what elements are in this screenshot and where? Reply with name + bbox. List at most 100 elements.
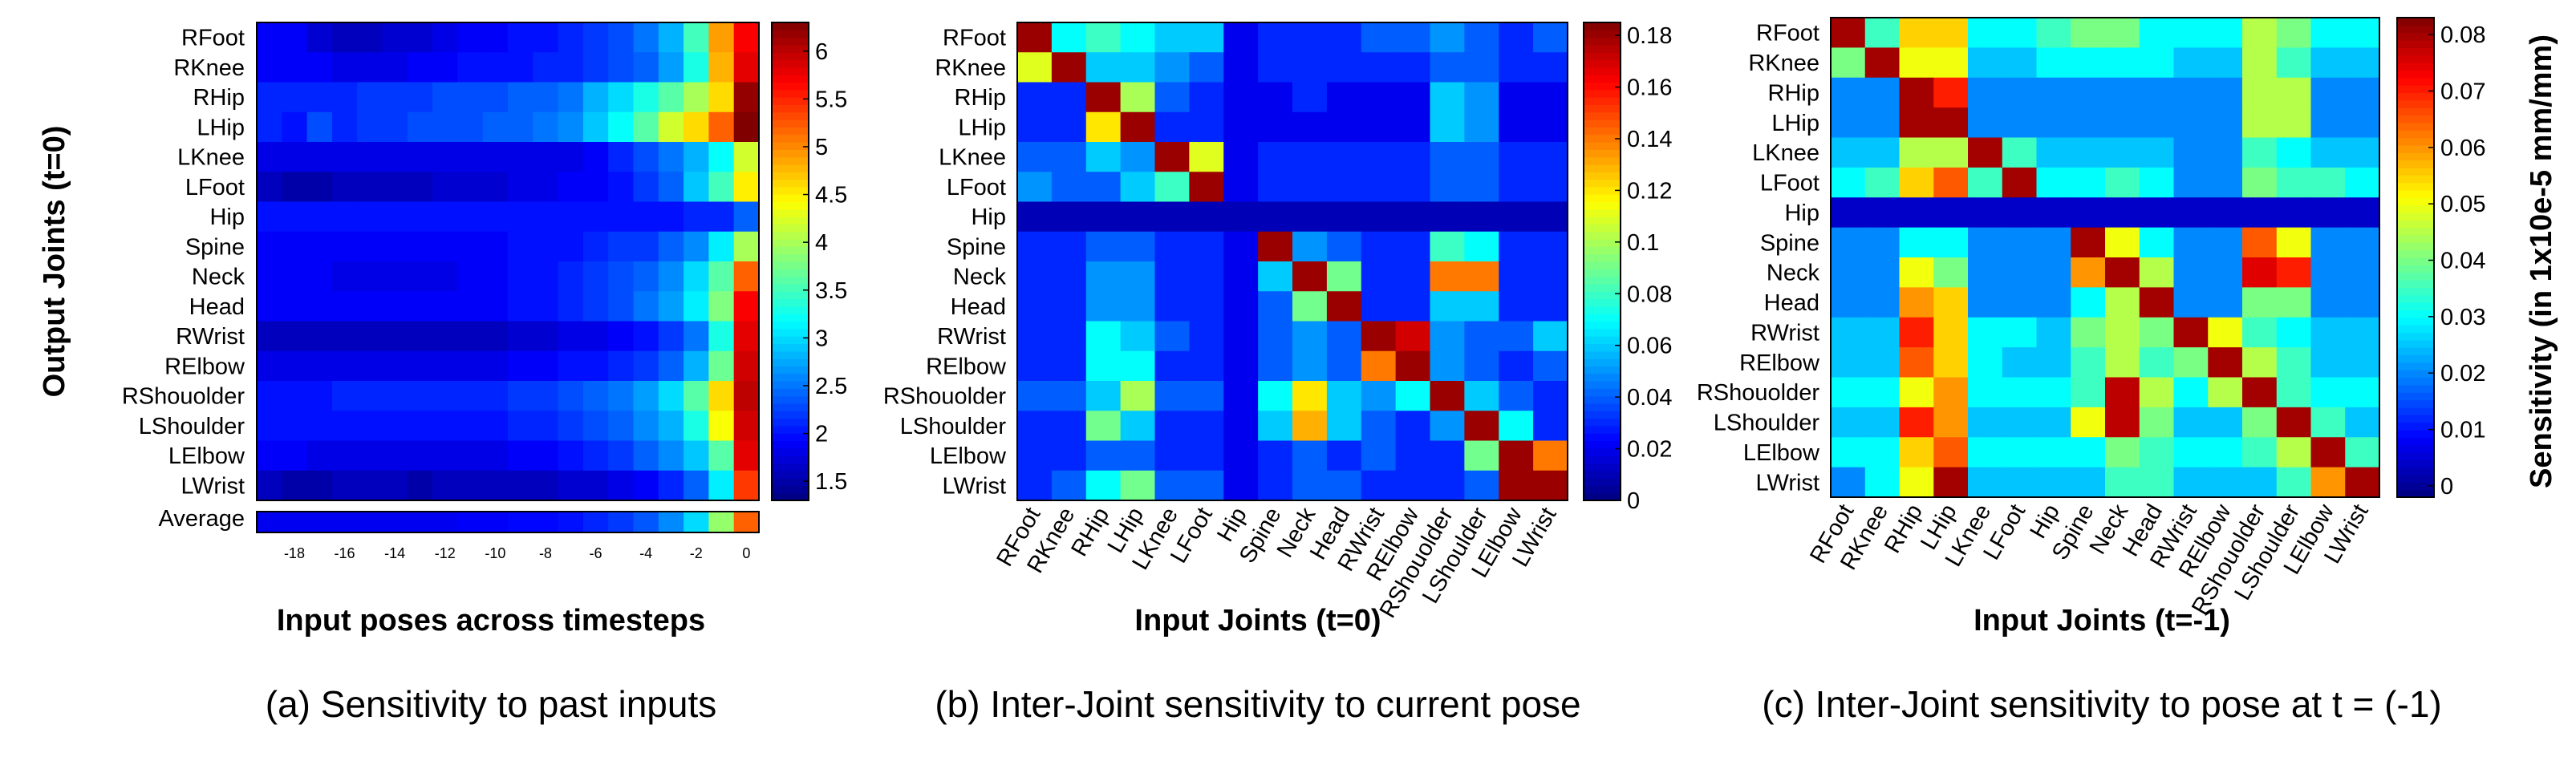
panel-b-cell bbox=[1120, 440, 1156, 472]
panel-c-cell bbox=[1831, 377, 1866, 408]
panel-a-cell bbox=[432, 172, 458, 203]
colorbar-segment bbox=[772, 395, 809, 404]
panel-c-cell bbox=[2036, 377, 2071, 408]
colorbar-tick-label: 0.07 bbox=[2440, 79, 2485, 104]
panel-a-cell bbox=[608, 52, 635, 83]
panel-a-cell bbox=[533, 52, 559, 83]
panel-a-cell bbox=[558, 440, 584, 472]
average-cell bbox=[633, 512, 659, 532]
panel-b-cell bbox=[1361, 142, 1397, 172]
panel-a-cell bbox=[608, 411, 635, 442]
panel-c-cell bbox=[1933, 257, 1969, 288]
panel-c-cell bbox=[2105, 197, 2140, 229]
panel-c-cell bbox=[2139, 77, 2175, 108]
colorbar-segment bbox=[1584, 134, 1621, 143]
panel-a-cell bbox=[331, 52, 358, 83]
panel-a-cell bbox=[407, 111, 433, 143]
colorbar-segment bbox=[772, 104, 809, 113]
panel-b-cell bbox=[1017, 440, 1053, 472]
panel-a-cell bbox=[482, 201, 509, 233]
row-label: LFoot bbox=[947, 175, 1006, 200]
panel-a-cell bbox=[257, 201, 282, 233]
panel-b-cell bbox=[1051, 172, 1087, 203]
panel-b-cell bbox=[1189, 470, 1224, 501]
colorbar-segment bbox=[772, 298, 809, 307]
panel-b-cell bbox=[1189, 440, 1224, 472]
panel-b-cell bbox=[1154, 440, 1190, 472]
panel-a-cell bbox=[582, 142, 609, 172]
colorbar-tick-label: 0.12 bbox=[1627, 178, 1672, 204]
colorbar-segment bbox=[2397, 302, 2434, 311]
panel-c-cell bbox=[2242, 467, 2278, 498]
panel-b-cell bbox=[1533, 82, 1568, 113]
colorbar-segment bbox=[1584, 328, 1621, 337]
panel-b-cell bbox=[1258, 82, 1293, 113]
colorbar-segment bbox=[772, 418, 809, 427]
row-label: LElbow bbox=[1743, 440, 1820, 466]
x-tick-label: -6 bbox=[590, 545, 602, 561]
panel-c-cell bbox=[2276, 407, 2312, 438]
panel-a-cell bbox=[684, 172, 709, 203]
panel-c-cell bbox=[2276, 227, 2312, 258]
panel-a-cell bbox=[558, 381, 584, 411]
panel-c-cell bbox=[1831, 257, 1866, 288]
panel-a-cell bbox=[482, 111, 509, 143]
panel-a-cell bbox=[382, 142, 408, 172]
colorbar-segment bbox=[2397, 204, 2434, 213]
colorbar-segment bbox=[2397, 257, 2434, 265]
panel-b-cell bbox=[1326, 111, 1362, 143]
panel-c-cell bbox=[2105, 347, 2140, 378]
panel-c-cell bbox=[1899, 227, 1934, 258]
colorbar-segment bbox=[2397, 310, 2434, 318]
colorbar-segment bbox=[2397, 280, 2434, 288]
panel-a-cell bbox=[331, 350, 358, 382]
colorbar-segment bbox=[1584, 418, 1621, 427]
colorbar-segment bbox=[772, 492, 809, 501]
panel-c-cell bbox=[2173, 107, 2209, 139]
panel-c-cell bbox=[1933, 137, 1969, 168]
panel-a-cell bbox=[708, 291, 735, 322]
panel-b-cell bbox=[1085, 142, 1122, 172]
panel-b-heatmap-frame bbox=[1016, 22, 1568, 501]
panel-c-cell bbox=[2310, 18, 2346, 48]
panel-b-cell bbox=[1120, 470, 1156, 501]
panel-b-cell bbox=[1258, 350, 1293, 382]
colorbar-segment bbox=[1584, 59, 1621, 68]
colorbar-segment bbox=[2397, 482, 2434, 491]
panel-c-cell bbox=[2242, 347, 2278, 378]
panel-a-cell bbox=[508, 381, 533, 411]
panel-c-cell bbox=[1864, 317, 1901, 348]
panel-a-cell bbox=[684, 52, 709, 83]
panel-a-cell bbox=[482, 142, 509, 172]
colorbar-segment bbox=[1584, 306, 1621, 314]
panel-b-cell bbox=[1361, 470, 1397, 501]
colorbar-segment bbox=[1584, 411, 1621, 419]
panel-a-cell bbox=[684, 291, 709, 322]
panel-c-heatmap-frame bbox=[1830, 17, 2380, 498]
colorbar-segment bbox=[1584, 246, 1621, 255]
panel-b-cell bbox=[1051, 381, 1087, 411]
panel-a-cell bbox=[482, 470, 509, 501]
panel-b-cell bbox=[1395, 411, 1431, 442]
panel-b-cell bbox=[1326, 52, 1362, 83]
panel-b-cell bbox=[1499, 291, 1534, 322]
panel-c-cell bbox=[1831, 77, 1866, 108]
panel-c-cell bbox=[1968, 287, 2003, 318]
panel-c-cell bbox=[2036, 257, 2071, 288]
panel-a-cell bbox=[331, 82, 358, 113]
column-label: RHip bbox=[1880, 500, 1928, 558]
panel-a-cell bbox=[508, 111, 533, 143]
panel-b-cell bbox=[1258, 142, 1293, 172]
panel-c-cell bbox=[2310, 227, 2346, 258]
panel-a-cell bbox=[306, 411, 333, 442]
panel-c-cell bbox=[2071, 287, 2106, 318]
panel-c-cell bbox=[2105, 167, 2140, 198]
colorbar-segment bbox=[2397, 362, 2434, 370]
panel-c-cell bbox=[1968, 377, 2003, 408]
colorbar-tick-label: 6 bbox=[815, 39, 828, 65]
panel-a-cell bbox=[582, 201, 609, 233]
panel-b-cell bbox=[1430, 82, 1465, 113]
colorbar-segment bbox=[772, 350, 809, 359]
colorbar-segment bbox=[1584, 388, 1621, 397]
panel-c-cell bbox=[2208, 77, 2243, 108]
